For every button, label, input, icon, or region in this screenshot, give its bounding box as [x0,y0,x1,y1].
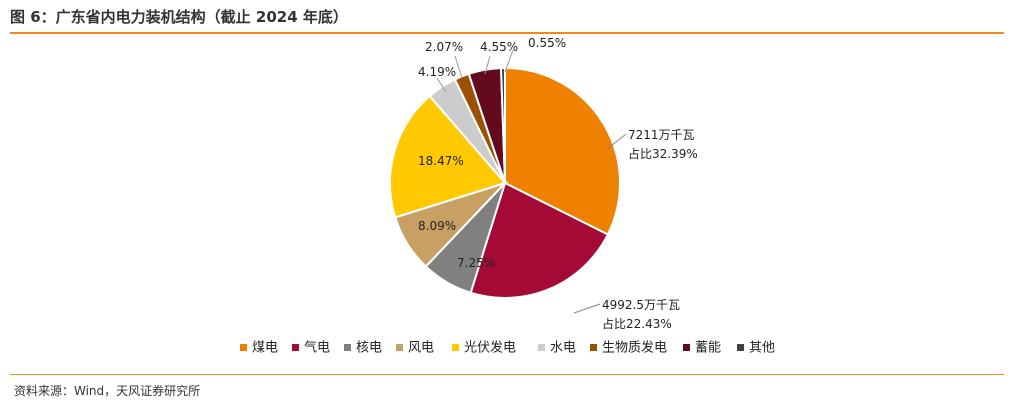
slice-label-8: 4.55% [480,40,518,54]
pie-slice-2 [469,181,610,299]
pie-chart: 7.25% 8.09% 18.47% 4.19% 2.07% 4.55% 0.55% 7211… [240,36,775,356]
annotation-leader-1 [605,133,627,151]
legend-swatch-3 [344,344,351,351]
pie-slice-5 [389,94,507,219]
leader-line-7 [454,55,463,79]
legend-swatch-1 [240,344,247,351]
source-note: 资料来源：Wind，天风证券研究所 [14,384,201,398]
legend-swatch-9 [737,344,744,351]
legend-label-6: 水电 [550,341,576,356]
legend-label-2: 气电 [304,340,330,356]
legend-swatch-4 [396,344,403,351]
slice-label-4: 8.09% [418,219,456,233]
annotation-leader-2 [573,303,601,314]
pie-slice-9 [499,66,506,184]
leader-line-6 [436,77,447,93]
annotation-2-line-1: 4992.5万千瓦 [602,298,680,312]
slice-label-3: 7.25% [457,256,495,270]
footer-divider [10,374,1004,375]
legend-swatch-7 [590,344,597,351]
legend-label-1: 煤电 [252,341,278,356]
legend-label-4: 风电 [408,341,434,356]
pie-slice-1 [504,66,621,236]
legend-swatch-2 [292,344,299,351]
slice-label-6: 4.19% [418,65,456,79]
annotation-1-line-1: 7211万千瓦 [628,128,695,142]
annotation-1-line-2: 占比32.39% [628,146,698,161]
leader-line-8 [484,55,491,75]
legend-label-5: 光伏发电 [464,340,516,356]
slice-label-7: 2.07% [425,40,463,54]
legend-swatch-6 [538,344,545,351]
title-divider [10,32,1004,34]
annotation-2-line-2: 占比22.43% [602,316,672,331]
legend-label-3: 核电 [356,341,382,356]
legend-label-9: 其他 [749,341,775,356]
legend-label-7: 生物质发电 [602,340,667,356]
slice-label-5: 18.47% [418,154,464,168]
legend-label-8: 蓄能 [695,341,721,356]
slice-label-9: 0.55% [528,36,566,50]
legend-swatch-8 [683,344,690,351]
legend-swatch-5 [452,344,459,351]
leader-line-9 [504,49,514,73]
page-title: 图 6：广东省内电力装机结构（截止 2024 年底） [10,8,348,26]
